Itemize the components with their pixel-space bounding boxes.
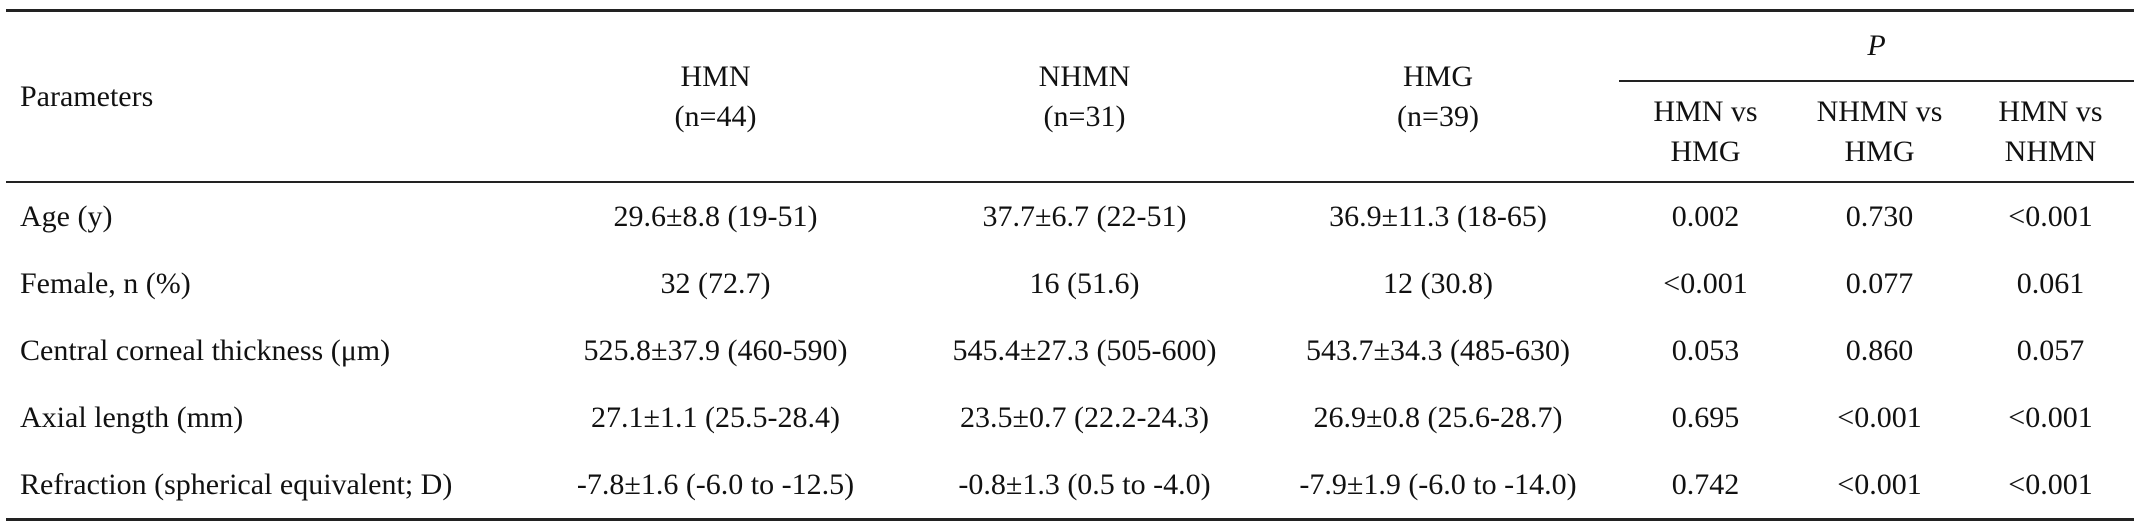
table-row: Axial length (mm) 27.1±1.1 (25.5-28.4) 23.… xyxy=(6,384,2134,451)
table-cell: 0.860 xyxy=(1845,333,1914,367)
table-cell: 0.077 xyxy=(1845,266,1914,300)
table-cell: 27.1±1.1 (25.5-28.4) xyxy=(591,400,840,434)
table-cell: <0.001 xyxy=(1663,266,1748,300)
comparison-header-line: HMG xyxy=(1844,134,1915,168)
table-cell: <0.001 xyxy=(2008,400,2093,434)
group-header-line: HMN xyxy=(680,59,751,93)
table-cell: 12 (30.8) xyxy=(1383,266,1493,300)
table-row: Central corneal thickness (μm) 525.8±37.9… xyxy=(6,317,2134,384)
table-cell: 36.9±11.3 (18-65) xyxy=(1329,199,1547,233)
comparison-header-line: HMN vs xyxy=(1998,94,2103,128)
table-header: Parameters HMN (n=44) NHMN (n=31) HMG (n=39) P H… xyxy=(6,9,2134,183)
comparison-header: HMN vs HMG xyxy=(1619,81,1792,183)
table-cell: -0.8±1.3 (0.5 to -4.0) xyxy=(912,451,1257,521)
group-header-line: NHMN xyxy=(1038,59,1131,93)
table-cell: -7.9±1.9 (-6.0 to -14.0) xyxy=(1257,451,1619,521)
table-cell: 0.053 xyxy=(1671,333,1740,367)
table-cell: 525.8±37.9 (460-590) xyxy=(583,333,848,367)
table-cell: <0.001 xyxy=(1967,451,2134,521)
row-label: Age (y) xyxy=(20,199,113,233)
table-row: Refraction (spherical equivalent; D) -7.8… xyxy=(6,451,2134,521)
table-row: Age (y) 29.6±8.8 (19-51) 37.7±6.7 (22-51) 3… xyxy=(6,182,2134,250)
table-row: Female, n (%) 32 (72.7) 16 (51.6) 12 (30.8)… xyxy=(6,250,2134,317)
comparison-header-line: NHMN xyxy=(2004,134,2097,168)
table-cell: 545.4±27.3 (505-600) xyxy=(952,333,1217,367)
table-cell: 32 (72.7) xyxy=(660,266,771,300)
table-cell: 543.7±34.3 (485-630) xyxy=(1306,333,1570,367)
table-cell: 0.695 xyxy=(1671,400,1740,434)
table-cell: <0.001 xyxy=(2008,199,2093,233)
comparison-header: NHMN vs HMG xyxy=(1792,81,1967,183)
table-cell: 0.057 xyxy=(2016,333,2085,367)
table-cell: 29.6±8.8 (19-51) xyxy=(613,199,818,233)
table-cell: <0.001 xyxy=(1837,400,1922,434)
table-cell: 0.061 xyxy=(2016,266,2085,300)
group-header-line: HMG xyxy=(1402,59,1473,93)
table-cell: 23.5±0.7 (22.2-24.3) xyxy=(960,400,1209,434)
row-label: Axial length (mm) xyxy=(20,400,244,434)
group-header: HMG (n=39) xyxy=(1257,9,1619,183)
table-cell: 37.7±6.7 (22-51) xyxy=(982,199,1187,233)
group-header-line: (n=31) xyxy=(1043,99,1126,133)
table-cell: -7.8±1.6 (-6.0 to -12.5) xyxy=(519,451,912,521)
group-header-line: (n=44) xyxy=(674,99,757,133)
table-body: Age (y) 29.6±8.8 (19-51) 37.7±6.7 (22-51) 3… xyxy=(6,182,2134,521)
header-row: Parameters HMN (n=44) NHMN (n=31) HMG (n=39) P xyxy=(6,9,2134,183)
table-cell: 0.742 xyxy=(1619,451,1792,521)
comparison-header-line: HMG xyxy=(1670,134,1741,168)
group-header: HMN (n=44) xyxy=(519,9,912,183)
table-cell: 26.9±0.8 (25.6-28.7) xyxy=(1313,400,1563,434)
row-label: Central corneal thickness (μm) xyxy=(20,333,391,367)
table-cell: 16 (51.6) xyxy=(1029,266,1140,300)
comparison-header-line: NHMN vs xyxy=(1816,94,1943,128)
comparison-header-line: HMN vs xyxy=(1653,94,1758,128)
group-header-line: (n=39) xyxy=(1397,99,1479,133)
table-cell: <0.001 xyxy=(1792,451,1967,521)
row-label: Refraction (spherical equivalent; D) xyxy=(6,451,519,521)
data-table: Parameters HMN (n=44) NHMN (n=31) HMG (n=39) P H… xyxy=(6,9,2134,521)
comparison-header: HMN vs NHMN xyxy=(1967,81,2134,183)
table-cell: 0.730 xyxy=(1845,199,1914,233)
row-label: Female, n (%) xyxy=(20,266,191,300)
header-cell: Parameters xyxy=(6,9,519,183)
header-row: HMN vs HMG NHMN vs HMG HMN vs NHMN xyxy=(6,81,2134,183)
p-header: P xyxy=(1619,9,2134,82)
group-header: NHMN (n=31) xyxy=(912,9,1257,183)
table-cell: 0.002 xyxy=(1671,199,1740,233)
